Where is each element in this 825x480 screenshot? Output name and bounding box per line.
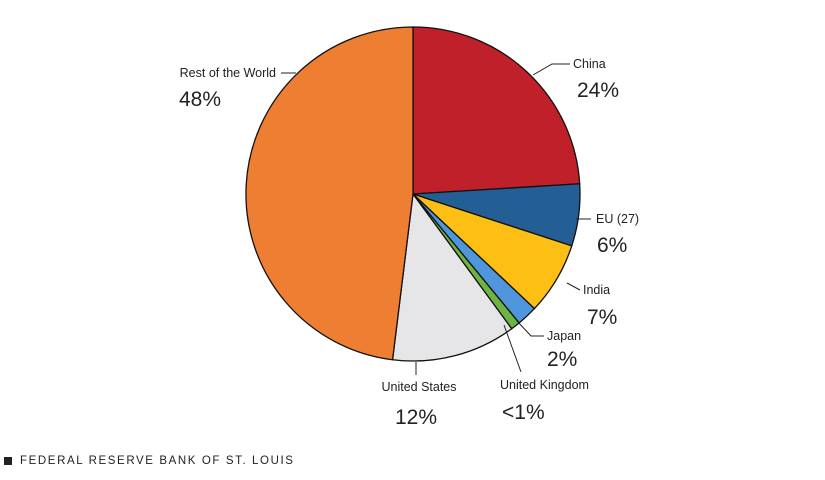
footer-square-icon xyxy=(4,457,12,465)
slice-label-united-states: United States xyxy=(381,380,456,394)
slice-value-united-states: 12% xyxy=(395,406,437,429)
slice-label-eu-27: EU (27) xyxy=(596,212,639,226)
slice-value-united-kingdom: <1% xyxy=(502,401,545,424)
slice-label-china: China xyxy=(573,57,606,71)
leader-line-japan xyxy=(516,320,544,337)
slice-value-japan: 2% xyxy=(547,348,577,371)
slice-label-united-kingdom: United Kingdom xyxy=(500,378,589,392)
pie-slice-china xyxy=(412,26,581,195)
pie-slice-united-states xyxy=(391,192,513,362)
footer: FEDERAL RESERVE BANK OF ST. LOUIS xyxy=(4,455,295,467)
slice-value-india: 7% xyxy=(587,306,617,329)
slice-value-eu-27: 6% xyxy=(597,234,627,257)
slice-value-china: 24% xyxy=(577,79,619,102)
leader-line-china xyxy=(532,63,570,76)
pie-slice-rest-of-the-world xyxy=(245,26,414,361)
slice-label-rest-of-the-world: Rest of the World xyxy=(180,66,276,80)
leader-line-united-kingdom xyxy=(503,324,522,373)
leader-line-india xyxy=(566,282,581,291)
footer-source: FEDERAL RESERVE BANK OF ST. LOUIS xyxy=(20,455,295,467)
slice-value-rest-of-the-world: 48% xyxy=(179,88,221,111)
slice-label-india: India xyxy=(583,283,610,297)
slice-label-japan: Japan xyxy=(547,329,581,343)
